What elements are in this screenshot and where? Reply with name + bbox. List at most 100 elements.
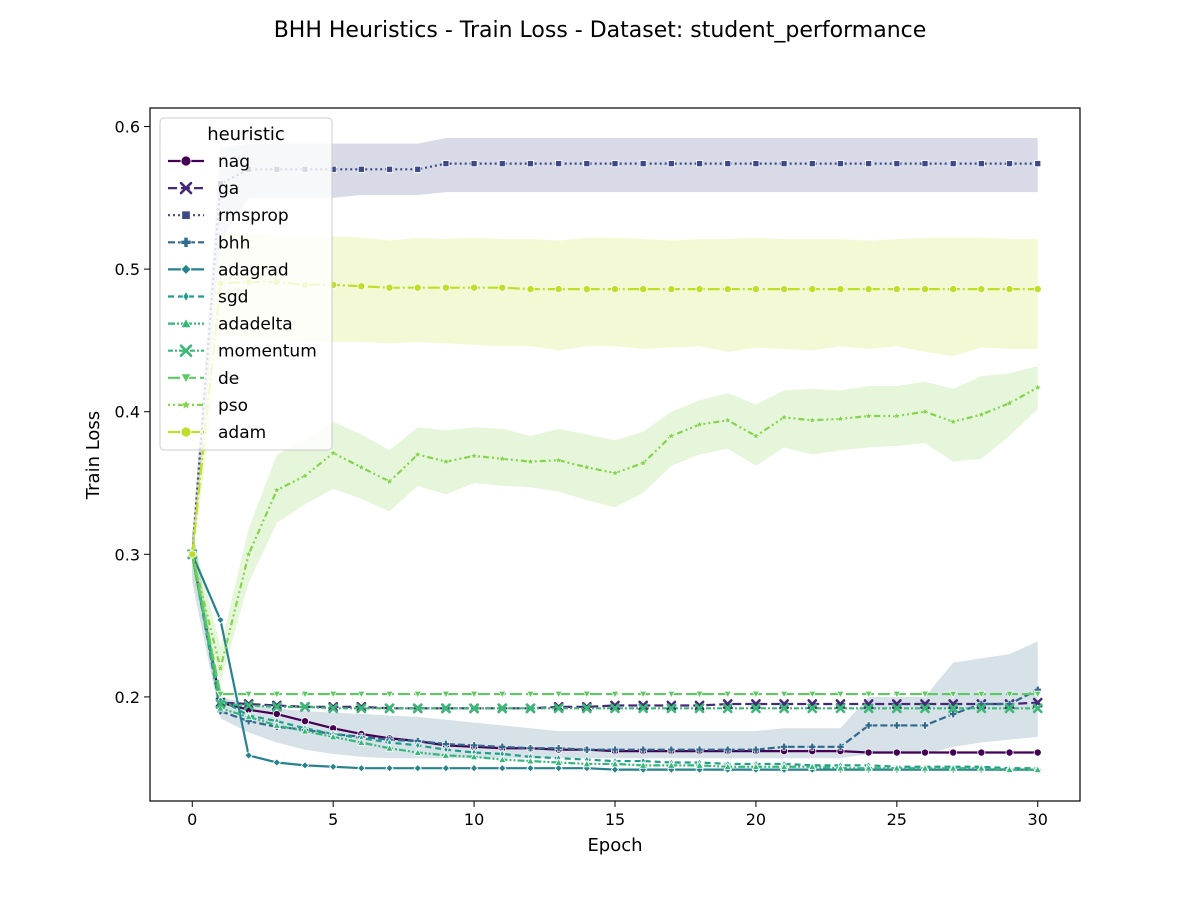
point-adam: [188, 550, 197, 559]
point-nag: [272, 710, 281, 719]
point-momentum: [328, 703, 339, 714]
point-momentum: [271, 701, 282, 712]
band-bhh: [192, 525, 1038, 759]
point-adagrad: [300, 761, 310, 770]
point-de: [948, 690, 958, 699]
point-rmsprop: [583, 160, 591, 168]
legend-swatch-marker: [180, 237, 192, 248]
point-adadelta: [272, 721, 282, 729]
legend-items: nag ga rmsprop bhh adagrad sgd adadelta momentu…: [168, 152, 317, 443]
point-bhh: [667, 745, 676, 754]
legend-swatch-marker: [180, 373, 192, 384]
point-adadelta: [1033, 765, 1043, 773]
point-adadelta: [497, 755, 507, 763]
point-pso: [808, 416, 817, 424]
point-nag: [1033, 748, 1042, 757]
legend-label: momentum: [218, 342, 317, 362]
point-rmsprop: [357, 165, 365, 173]
point-de: [497, 690, 507, 699]
point-adagrad: [554, 764, 563, 773]
point-momentum: [863, 703, 874, 714]
band-adam: [192, 233, 1038, 569]
point-adagrad: [441, 764, 451, 773]
point-momentum: [441, 703, 451, 714]
point-rmsprop: [752, 160, 760, 168]
point-rmsprop: [555, 160, 563, 168]
legend-swatch-marker: [180, 263, 192, 275]
point-adadelta: [413, 748, 423, 756]
point-de: [892, 690, 902, 699]
point-adadelta: [667, 760, 676, 769]
point-momentum: [412, 703, 423, 714]
point-de: [526, 690, 535, 699]
point-adagrad: [610, 765, 620, 774]
point-de: [554, 690, 563, 699]
point-adadelta: [554, 758, 563, 766]
point-adadelta: [469, 752, 479, 761]
point-adadelta: [864, 763, 873, 772]
point-pso: [1033, 383, 1042, 391]
point-adadelta: [610, 759, 620, 768]
point-momentum: [751, 703, 761, 714]
point-ga: [638, 700, 649, 711]
legend-label: adam: [218, 423, 266, 443]
y-tick-label: 0.2: [115, 688, 140, 707]
y-axis-ticks: 0.2 0.3 0.4 0.5 0.6: [115, 118, 150, 707]
point-pso: [498, 454, 507, 463]
point-adam: [780, 285, 789, 294]
point-bhh: [498, 742, 507, 751]
point-adadelta: [441, 750, 451, 759]
legend-box: [159, 117, 333, 451]
point-adam: [723, 285, 732, 294]
point-adadelta: [526, 756, 535, 765]
point-de: [836, 690, 845, 699]
point-nag: [300, 717, 309, 726]
point-adam: [554, 285, 563, 294]
point-bhh: [780, 742, 788, 751]
x-tick-label: 20: [746, 810, 766, 829]
legend-swatch-marker: [179, 344, 193, 357]
point-pso: [272, 485, 281, 494]
point-adagrad: [385, 764, 394, 773]
point-adadelta: [807, 762, 817, 771]
point-adam: [949, 285, 958, 294]
point-nag: [921, 748, 930, 757]
point-pso: [329, 448, 338, 457]
point-bhh: [723, 745, 732, 754]
point-de: [667, 690, 676, 699]
point-adadelta: [582, 759, 592, 768]
point-adagrad: [469, 764, 479, 773]
point-pso: [610, 468, 620, 477]
point-adagrad: [329, 762, 338, 771]
point-rmsprop: [526, 160, 534, 168]
point-bhh: [611, 745, 619, 754]
point-de: [751, 690, 761, 699]
point-adadelta: [977, 763, 986, 772]
point-adadelta: [920, 763, 930, 772]
point-adadelta: [892, 763, 902, 772]
point-adam: [977, 285, 986, 294]
point-momentum: [525, 703, 536, 714]
point-pso: [639, 458, 648, 467]
point-nag: [977, 748, 986, 757]
x-tick-label: 0: [187, 810, 197, 829]
point-momentum: [920, 703, 930, 714]
point-rmsprop: [1034, 160, 1042, 168]
point-pso: [780, 413, 789, 421]
point-de: [357, 690, 366, 699]
legend-swatch-marker: [180, 399, 192, 410]
point-de: [272, 690, 282, 699]
point-bhh: [836, 742, 845, 751]
y-tick-label: 0.5: [115, 260, 140, 279]
point-adadelta: [836, 763, 845, 772]
point-rmsprop: [949, 160, 957, 168]
point-de: [864, 690, 873, 699]
point-pso: [920, 407, 930, 416]
point-nag: [864, 748, 873, 757]
point-adam: [498, 283, 507, 292]
point-rmsprop: [808, 160, 816, 168]
point-rmsprop: [667, 160, 675, 168]
point-adadelta: [1005, 765, 1014, 773]
point-pso: [357, 463, 366, 471]
point-de: [328, 690, 338, 699]
